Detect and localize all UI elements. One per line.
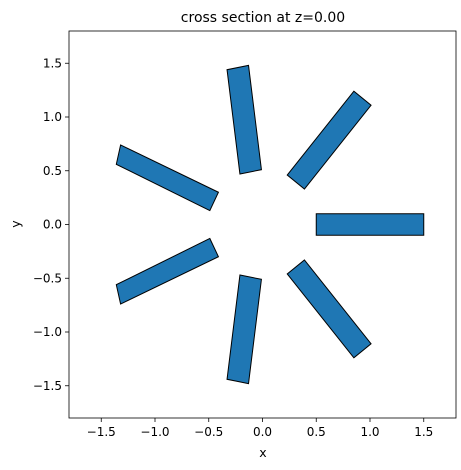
bar-257deg [226,274,262,385]
x-tick-label: 1.5 [414,425,433,439]
chart-title: cross section at z=0.00 [181,10,345,26]
bar-206deg [115,237,220,305]
x-tick-label: −1.0 [140,425,169,439]
y-tick-label: 1.0 [43,110,62,124]
y-tick-label: −0.5 [33,271,62,285]
x-axis: −1.5 −1.0 −0.5 0.0 0.5 1.0 1.5 [87,418,433,439]
bar-309deg [286,259,372,359]
y-tick-label: −1.5 [33,379,62,393]
y-axis: −1.5 −1.0 −0.5 0.0 0.5 1.0 1.5 [33,56,69,393]
y-tick-label: 1.5 [43,56,62,70]
y-tick-label: 0.0 [43,218,62,232]
x-tick-label: 0.0 [253,425,272,439]
bar-103deg [226,64,262,175]
y-axis-label: y [8,220,23,228]
x-axis-label: x [259,445,266,460]
bar-0deg [315,213,425,236]
bar-154deg [115,144,220,212]
x-tick-label: 1.0 [360,425,379,439]
bar-51deg [286,90,372,190]
x-tick-label: 0.5 [307,425,326,439]
y-tick-label: 0.5 [43,164,62,178]
y-tick-label: −1.0 [33,325,62,339]
chart-shapes [115,64,425,385]
x-tick-label: −0.5 [194,425,223,439]
x-tick-label: −1.5 [87,425,116,439]
